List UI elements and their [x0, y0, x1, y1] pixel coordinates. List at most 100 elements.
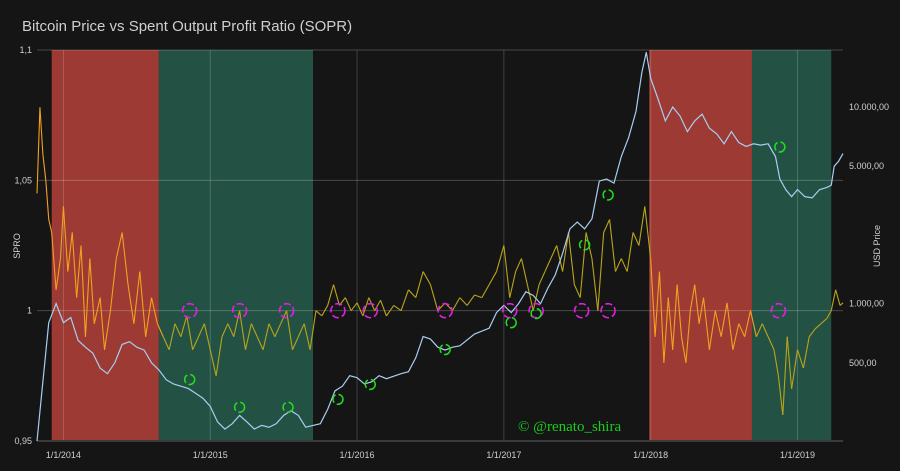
y-left-tick-label: 1	[27, 306, 32, 316]
sopr-line-segment	[197, 323, 205, 337]
sopr-line-segment	[702, 297, 710, 350]
sopr-line-segment	[333, 284, 340, 306]
sopr-line-segment	[93, 297, 101, 324]
sopr-line-segment	[744, 310, 752, 337]
sopr-line-segment	[350, 302, 358, 311]
sopr-line-segment	[808, 328, 816, 338]
sopr-line-segment	[786, 336, 793, 389]
sopr-line-segment	[474, 294, 483, 299]
sopr-line-segment	[168, 323, 176, 350]
price-bounce-marker	[578, 239, 591, 251]
sopr-line-segment	[256, 336, 264, 350]
axes-layer: 1/1/2014 1/1/2015 1/1/2016 1/1/2017 1/1/2018…	[14, 45, 889, 460]
sopr-line-segment	[233, 310, 241, 337]
sopr-line-segment	[192, 336, 199, 350]
sopr-reset-marker	[181, 302, 198, 319]
sopr-line-segment	[672, 284, 678, 350]
y-right-tick-label: 10.000,00	[849, 102, 889, 112]
sopr-line-segment	[626, 232, 634, 272]
sopr-line-segment	[39, 107, 44, 155]
sopr-line-segment	[109, 258, 117, 311]
sopr-line-segment	[262, 323, 270, 350]
sopr-line-segment	[591, 258, 599, 311]
sopr-line-segment	[80, 245, 86, 337]
sopr-line-segment	[579, 232, 587, 298]
sopr-line-segment	[209, 349, 217, 376]
sopr-line-segment	[538, 271, 546, 285]
price-bounce-marker	[233, 401, 246, 413]
sopr-line-segment	[663, 297, 669, 363]
sopr-line-segment	[215, 336, 223, 376]
sopr-line-segment	[532, 284, 540, 311]
region-bear	[649, 50, 752, 441]
sopr-line-segment	[503, 245, 511, 298]
sopr-line-segment	[830, 289, 837, 311]
price-bounce-marker	[505, 316, 517, 329]
sopr-line-segment	[732, 323, 740, 350]
sopr-line-segment	[526, 284, 534, 311]
sopr-line-segment	[162, 336, 170, 350]
sopr-line-segment	[676, 284, 683, 337]
sopr-line-segment	[767, 336, 775, 350]
sopr-line-segment	[239, 310, 247, 350]
price-line	[36, 52, 844, 442]
sopr-line-segment	[738, 323, 746, 337]
sopr-line-segment	[720, 302, 728, 337]
sopr-line-segment	[309, 310, 317, 350]
x-tick-label: 1/1/2017	[486, 450, 521, 460]
price-bounce-marker	[530, 307, 542, 320]
y-left-tick-label: 0,95	[14, 436, 32, 446]
sopr-line-segment	[638, 206, 646, 246]
sopr-line-segment	[632, 232, 640, 246]
y-right-tick-label: 1.000,00	[849, 299, 884, 309]
sopr-line-segment	[614, 258, 622, 272]
sopr-line-segment	[755, 323, 763, 337]
sopr-line-segment	[385, 305, 395, 317]
sopr-line-segment	[115, 232, 123, 259]
sopr-reset-marker	[437, 302, 453, 319]
sopr-line-segment	[839, 302, 844, 306]
sopr-line-segment	[127, 284, 135, 324]
sopr-line-segment	[466, 294, 475, 306]
sopr-line-segment	[698, 297, 705, 324]
sopr-reset-marker	[770, 302, 787, 319]
y-left-tick-label: 1,05	[14, 175, 32, 185]
sopr-line-segment	[820, 318, 828, 325]
sopr-line-segment	[356, 302, 364, 317]
lines-layer	[36, 52, 844, 442]
sopr-line-segment	[680, 336, 687, 363]
sopr-line-segment	[694, 284, 700, 324]
price-bounce-marker	[282, 401, 294, 413]
sopr-line-segment	[89, 258, 95, 324]
sopr-line-segment	[689, 284, 696, 311]
x-tick-label: 1/1/2015	[193, 450, 228, 460]
sopr-reset-marker	[278, 302, 295, 319]
sopr-line-segment	[550, 245, 558, 259]
sopr-line-segment	[556, 245, 564, 272]
sopr-line-segment	[174, 323, 182, 337]
sopr-line-segment	[62, 206, 69, 272]
sopr-line-segment	[685, 310, 691, 363]
region-bear	[51, 50, 159, 441]
region-accumulation	[158, 50, 314, 441]
sopr-line-segment	[620, 258, 628, 272]
sopr-reset-marker	[501, 302, 518, 319]
sopr-line-segment	[393, 305, 402, 312]
price-bounce-marker	[364, 378, 377, 391]
sopr-line-segment	[133, 271, 141, 324]
sopr-line-segment	[286, 310, 293, 350]
y-right-tick-label: 5.000,00	[849, 161, 884, 171]
sopr-reset-marker	[362, 302, 379, 319]
sopr-line-segment	[36, 107, 41, 194]
sopr-line-segment	[344, 297, 352, 311]
sopr-line-segment	[609, 219, 616, 272]
sopr-line-segment	[509, 271, 517, 298]
sopr-line-segment	[84, 258, 91, 337]
sopr-line-segment	[380, 300, 387, 317]
price-bounce-marker	[439, 343, 451, 356]
sopr-line-segment	[55, 258, 62, 290]
x-tick-label: 1/1/2014	[46, 450, 81, 460]
y-left-tick-label: 1,1	[19, 45, 32, 55]
sopr-line-segment	[99, 297, 106, 350]
